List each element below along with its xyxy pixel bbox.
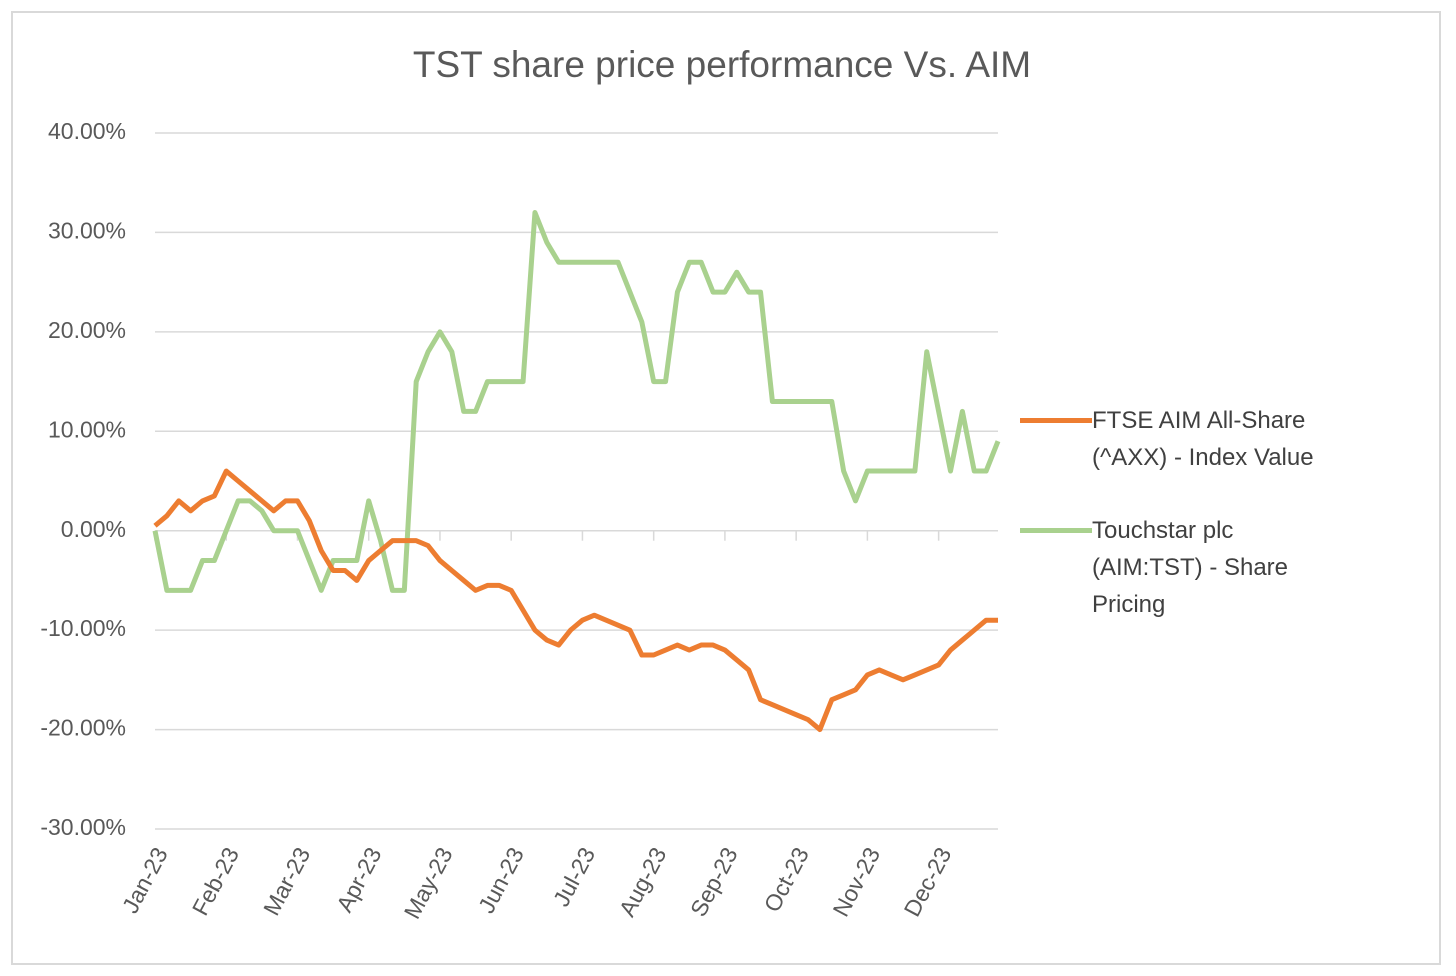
series-line	[152, 210, 1001, 593]
legend-key	[1020, 418, 1092, 423]
y-tick-label: 10.00%	[48, 416, 126, 442]
legend-label: FTSE AIM All-Share (^AXX) - Index Value	[1092, 407, 1314, 471]
legend-item: Touchstar plc (AIM:TST) - Share Pricing	[1020, 512, 1350, 623]
y-tick-label: 30.00%	[48, 218, 126, 244]
chart-title: TST share price performance Vs. AIM	[413, 44, 1031, 85]
y-tick-label: 40.00%	[48, 118, 126, 144]
y-tick-label: -20.00%	[40, 715, 126, 741]
y-tick-label: -10.00%	[40, 615, 126, 641]
legend-key	[1020, 528, 1092, 533]
legend-label: Touchstar plc (AIM:TST) - Share Pricing	[1092, 517, 1289, 618]
series-line	[153, 468, 998, 733]
y-tick-label: 20.00%	[48, 317, 126, 343]
y-tick-label: 0.00%	[61, 516, 126, 542]
legend: FTSE AIM All-Share (^AXX) - Index Value T…	[1020, 402, 1350, 659]
legend-item: FTSE AIM All-Share (^AXX) - Index Value	[1020, 402, 1350, 476]
y-tick-label: -30.00%	[40, 814, 126, 840]
